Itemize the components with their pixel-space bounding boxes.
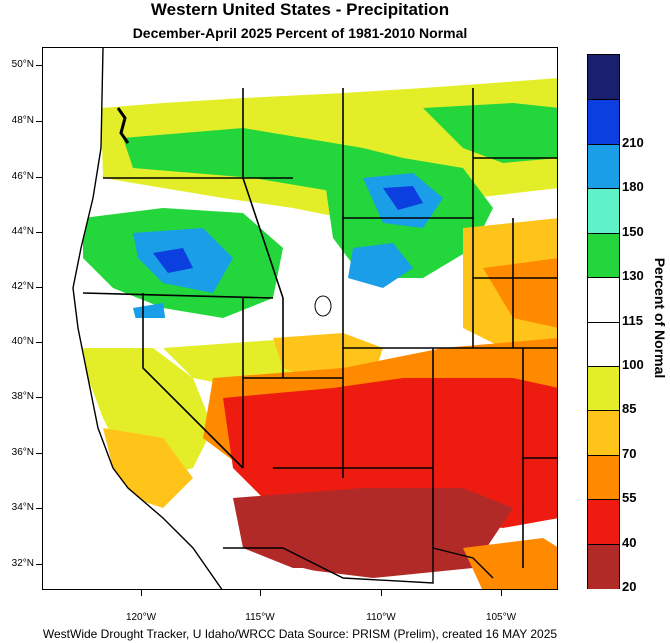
puget-sound (116, 107, 130, 144)
latitude-label: 32°N (11, 558, 34, 569)
latitude-tick (36, 453, 42, 454)
latitude-tick (36, 287, 42, 288)
california-orange (103, 428, 193, 508)
latitude-tick (36, 121, 42, 122)
latitude-tick (36, 65, 42, 66)
latitude-label: 40°N (11, 336, 34, 347)
coastline (72, 48, 223, 589)
map-canvas (43, 48, 557, 589)
latitude-label: 38°N (11, 391, 34, 402)
latitude-tick (36, 564, 42, 565)
latitude-tick (36, 177, 42, 178)
longitude-tick (141, 590, 142, 596)
longitude-tick (501, 590, 502, 596)
footer-credit: WestWide Drought Tracker, U Idaho/WRCC D… (42, 627, 558, 641)
wyoming-darkblue (383, 186, 423, 210)
legend-swatch (588, 55, 619, 100)
legend-swatch (588, 454, 619, 501)
legend-swatch (588, 499, 619, 546)
legend-value-label: 40 (622, 534, 637, 550)
longitude-label: 115°W (245, 612, 275, 623)
legend-swatch (588, 277, 619, 323)
california-yellow (83, 348, 213, 478)
oregon-darkblue (153, 248, 193, 273)
legend-swatch (588, 143, 619, 190)
legend-swatch (588, 188, 619, 235)
legend-value-label: 150 (622, 223, 644, 239)
longitude-tick (260, 590, 261, 596)
legend-value-label: 130 (622, 268, 644, 284)
legend-value-label: 100 (622, 356, 644, 372)
legend-value-label: 85 (622, 401, 637, 417)
latitude-label: 46°N (11, 171, 34, 182)
mexico-white (224, 558, 413, 589)
southwest-darkred (233, 488, 513, 578)
latitude-tick (36, 232, 42, 233)
legend-swatch (588, 99, 619, 146)
map-subtitle: December-April 2025 Percent of 1981-2010… (132, 25, 468, 41)
legend-value-label: 20 (622, 579, 637, 594)
latitude-label: 44°N (11, 226, 34, 237)
precipitation-map (42, 47, 558, 590)
longitude-label: 120°W (125, 612, 157, 623)
legend-value-label: 210 (622, 134, 644, 150)
latitude-label: 36°N (11, 447, 34, 458)
legend-title: Percent of Normal (652, 257, 668, 379)
latitude-label: 34°N (11, 502, 34, 513)
longitude-label: 110°W (366, 612, 396, 623)
latitude-label: 50°N (11, 59, 34, 70)
great-salt-lake (314, 295, 332, 317)
legend-swatch (588, 365, 619, 412)
legend-value-label: 115 (622, 312, 643, 328)
montana-green (423, 103, 557, 163)
latitude-tick (36, 342, 42, 343)
texas-orange (463, 538, 557, 589)
southwest-red (223, 378, 557, 528)
legend-swatch (588, 543, 619, 590)
latitude-label: 48°N (11, 115, 34, 126)
legend-swatch (588, 232, 619, 279)
map-title: Western United States - Precipitation (150, 0, 450, 19)
longitude-tick (381, 590, 382, 596)
colorado-blue (348, 243, 413, 288)
legend-value-label: 70 (622, 445, 637, 461)
state-borders (82, 88, 557, 568)
legend-swatch (588, 410, 619, 457)
plains-orange (483, 258, 557, 328)
longitude-label: 105°W (485, 612, 517, 623)
latitude-label: 42°N (11, 281, 34, 292)
mexico-border (223, 547, 494, 584)
legend-swatch (588, 321, 619, 368)
latitude-tick (36, 508, 42, 509)
pacific-ocean (43, 48, 222, 589)
color-legend (587, 54, 620, 590)
latitude-tick (36, 397, 42, 398)
legend-value-label: 180 (622, 179, 644, 195)
legend-value-label: 55 (622, 490, 637, 506)
